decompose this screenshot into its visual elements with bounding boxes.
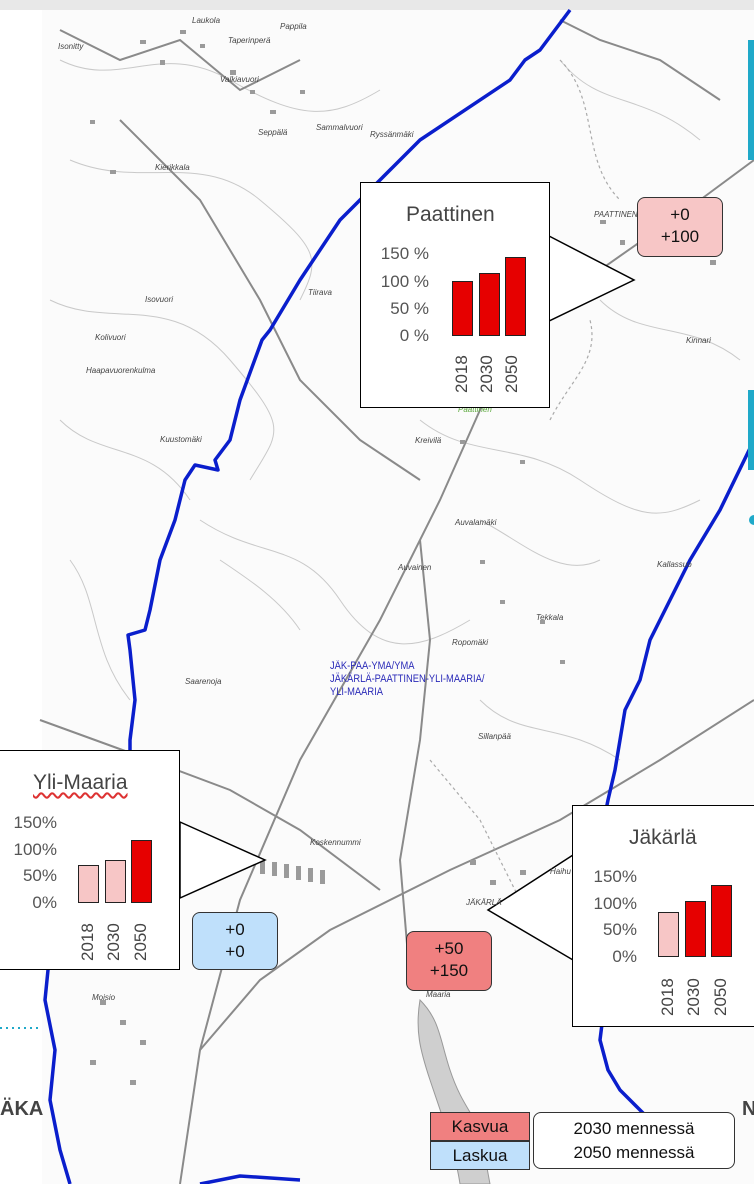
place-label: Kuustomäki <box>160 435 202 444</box>
bar-2018 <box>77 864 99 903</box>
bar-2018 <box>451 281 473 336</box>
y-tick-label: 50% <box>602 920 637 939</box>
place-label: Maaria <box>426 990 451 999</box>
place-label: Kreivilä <box>415 436 442 445</box>
place-label: Koskennummi <box>310 838 361 847</box>
legend-line-2030: 2030 mennessä <box>573 1119 695 1138</box>
place-label: Sillanpää <box>478 732 511 741</box>
y-tick-label: 100 % <box>380 272 429 291</box>
callout-title: Yli-Maaria <box>33 771 128 794</box>
terrain-lines <box>49 59 741 761</box>
y-tick-label: 150 % <box>380 244 429 263</box>
place-label: Sammalvuori <box>316 123 363 132</box>
y-tick-label: 100% <box>593 894 637 913</box>
x-tick-label: 2050 <box>502 355 521 393</box>
y-tick-label: 100% <box>13 840 57 859</box>
y-tick-label: 150% <box>13 813 57 832</box>
tracks <box>429 59 621 901</box>
place-label: Pappila <box>280 22 307 31</box>
edge-text-left: ÄKA <box>0 1098 44 1120</box>
place-label: Kinnari <box>686 336 711 345</box>
place-label: PAATTINEN <box>594 210 638 219</box>
legend-line-2050: 2050 mennessä <box>573 1143 695 1162</box>
y-tick-label: 50% <box>22 866 57 885</box>
change-2030: +0 <box>670 205 690 224</box>
place-label: Auvalamäki <box>455 518 497 527</box>
place-label: Laukola <box>192 16 221 25</box>
jakarla-callout: Jäkärlä 150% 100% 50% 0% 2018 2030 2050 <box>572 805 754 1027</box>
edge-text-right: N <box>742 1098 754 1120</box>
bar-2050 <box>505 257 527 336</box>
callout-title: Paattinen <box>406 203 495 226</box>
y-tick-label: 0 % <box>399 326 429 345</box>
y-tick-label: 0% <box>32 893 57 912</box>
y-tick-label: 50 % <box>390 299 429 318</box>
paattinen-bar-chart <box>449 254 529 336</box>
roads <box>39 19 754 1184</box>
place-label: Taperinperä <box>228 36 271 45</box>
jakarla-bar-chart <box>655 875 735 957</box>
change-2030: +0 <box>225 920 245 939</box>
x-tick-label: 2030 <box>104 923 123 961</box>
yli-maaria-callout: Yli-Maaria 150% 100% 50% 0% 2018 2030 20… <box>0 750 180 970</box>
top-strip <box>0 0 754 10</box>
change-2050: +0 <box>225 942 245 961</box>
place-label: Kolivuori <box>95 333 126 342</box>
place-label: Ryssänmäki <box>370 130 414 139</box>
place-label: Haihu <box>550 867 571 876</box>
yli-maaria-bar-chart <box>75 821 155 903</box>
legend-growth: Kasvua <box>430 1112 530 1141</box>
place-label: Moisio <box>92 993 116 1002</box>
left-margin <box>0 10 42 1184</box>
place-label: Paattinen <box>458 405 492 414</box>
place-label: Isovuori <box>145 295 174 304</box>
x-tick-label: 2030 <box>684 978 703 1016</box>
place-label: JÄKÄRLÄ <box>466 898 502 907</box>
place-label: Valkiavuori <box>220 75 259 84</box>
yli-maaria-pointer <box>179 820 267 900</box>
x-tick-label: 2050 <box>711 978 730 1016</box>
change-2030: +50 <box>434 939 464 958</box>
bar-2030 <box>104 860 126 903</box>
change-2050: +150 <box>429 961 469 980</box>
paattinen-callout: Paattinen 150 % 100 % 50 % 0 % 2018 2030… <box>360 182 550 408</box>
teal-edge <box>748 40 754 525</box>
legend-decline: Laskua <box>430 1141 530 1170</box>
place-label: Kierikkala <box>155 163 190 172</box>
jakarla-change-box: +50 +150 <box>406 931 492 991</box>
x-tick-label: 2018 <box>658 978 677 1016</box>
place-label: Kallassuo <box>657 560 692 569</box>
bar-2018 <box>657 911 679 957</box>
y-tick-label: 150% <box>593 867 637 886</box>
callout-title: Jäkärlä <box>629 826 697 849</box>
place-label: Tekkala <box>536 613 564 622</box>
yli-maaria-change-box: +0 +0 <box>192 912 278 970</box>
change-2050: +100 <box>660 227 700 246</box>
x-tick-label: 2050 <box>131 923 150 961</box>
bar-2050 <box>711 885 733 957</box>
bar-2030 <box>478 272 500 336</box>
area-code-label: JÄK-PAA-YMA/YMA JÄKÄRLÄ-PAATTINEN-YLI-MA… <box>330 660 485 698</box>
paattinen-change-box: +0 +100 <box>637 197 723 257</box>
legend-period-box: 2030 mennessä 2050 mennessä <box>533 1112 735 1169</box>
bar-2050 <box>131 839 153 903</box>
place-label: Haapavuorenkulma <box>86 366 156 375</box>
bar-2030 <box>684 900 706 957</box>
place-label: Seppälä <box>258 128 288 137</box>
place-label: Tiirava <box>308 288 332 297</box>
place-label: Saarenoja <box>185 677 222 686</box>
y-tick-label: 0% <box>612 947 637 966</box>
place-label: Isonitty <box>58 42 84 51</box>
x-tick-label: 2018 <box>452 355 471 393</box>
place-label: Auvainen <box>398 563 432 572</box>
x-tick-label: 2018 <box>78 923 97 961</box>
place-label: Ropomäki <box>452 638 489 647</box>
x-tick-label: 2030 <box>477 355 496 393</box>
